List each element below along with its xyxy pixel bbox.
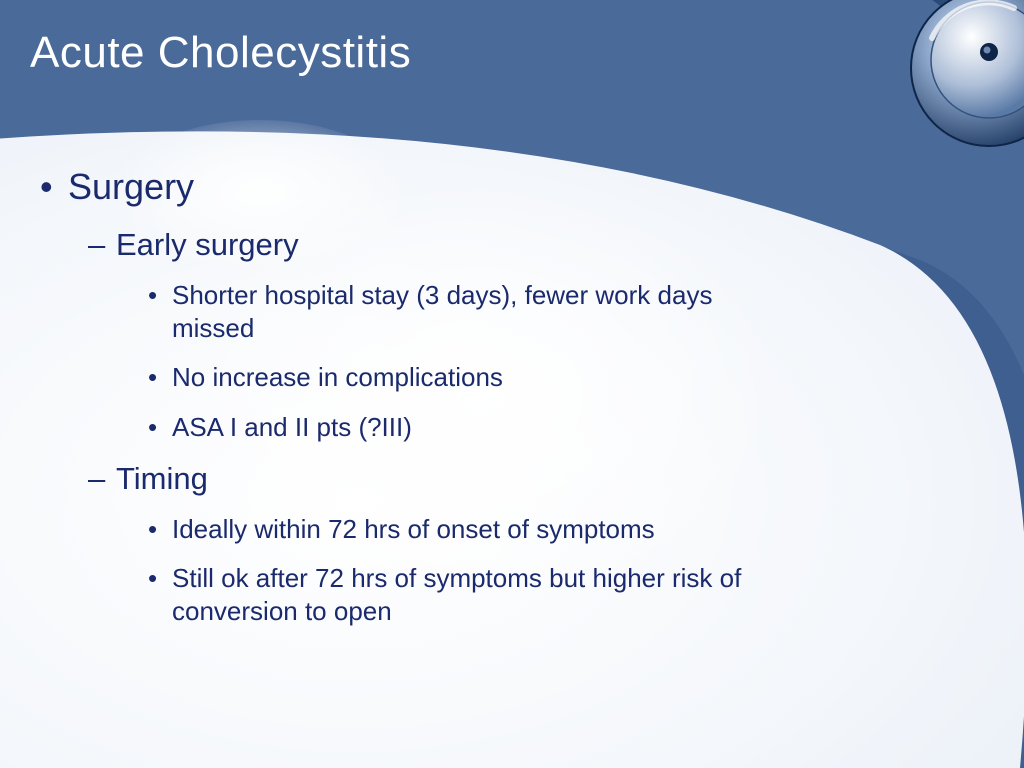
slide: Acute Cholecystitis Surgery Early surger… — [0, 0, 1024, 768]
slide-body: Surgery Early surgery Shorter hospital s… — [40, 165, 844, 645]
bullet-level3: ASA I and II pts (?III) — [148, 411, 788, 444]
slide-title: Acute Cholecystitis — [30, 28, 994, 78]
bullet-level3: Shorter hospital stay (3 days), fewer wo… — [148, 279, 788, 346]
bullet-level3: Ideally within 72 hrs of onset of sympto… — [148, 513, 788, 546]
bullet-level3: Still ok after 72 hrs of symptoms but hi… — [148, 562, 788, 629]
bullet-level1: Surgery — [40, 165, 844, 208]
title-bar: Acute Cholecystitis — [0, 0, 1024, 135]
bullet-level2: Timing — [88, 460, 844, 499]
bullet-level2: Early surgery — [88, 226, 844, 265]
bullet-level3: No increase in complications — [148, 361, 788, 394]
